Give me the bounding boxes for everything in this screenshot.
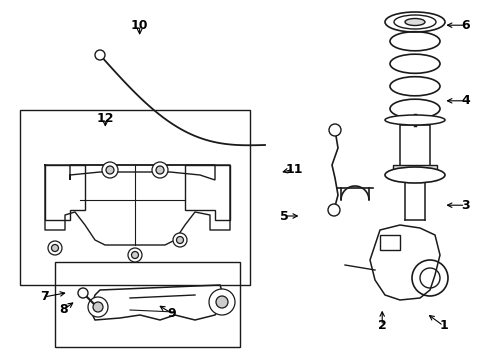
Ellipse shape [394,15,436,29]
Text: 1: 1 [439,319,448,332]
Circle shape [48,241,62,255]
Bar [400,125,430,175]
Text: 10: 10 [131,19,148,32]
Text: 4: 4 [461,94,470,107]
Text: 9: 9 [167,307,176,320]
Circle shape [88,297,108,317]
Text: 11: 11 [285,163,303,176]
Ellipse shape [385,167,445,183]
Circle shape [131,252,139,258]
Text: 3: 3 [461,199,470,212]
Circle shape [329,124,341,136]
Circle shape [209,289,235,315]
Circle shape [152,162,168,178]
Bar [393,165,437,180]
Text: 7: 7 [40,291,49,303]
Circle shape [106,166,114,174]
Bar [55,262,240,347]
Text: 8: 8 [59,303,68,316]
Circle shape [78,288,88,298]
Ellipse shape [405,18,425,26]
Text: 12: 12 [97,112,114,125]
Ellipse shape [385,115,445,125]
Circle shape [173,233,187,247]
Bar [20,110,250,285]
Circle shape [102,162,118,178]
Circle shape [128,248,142,262]
Text: 5: 5 [280,210,289,222]
Circle shape [328,204,340,216]
Circle shape [216,296,228,308]
Text: 6: 6 [461,19,470,32]
Circle shape [156,166,164,174]
Text: 2: 2 [378,319,387,332]
Circle shape [95,50,105,60]
Circle shape [51,244,58,252]
Circle shape [93,302,103,312]
Ellipse shape [385,12,445,32]
Circle shape [176,237,183,243]
